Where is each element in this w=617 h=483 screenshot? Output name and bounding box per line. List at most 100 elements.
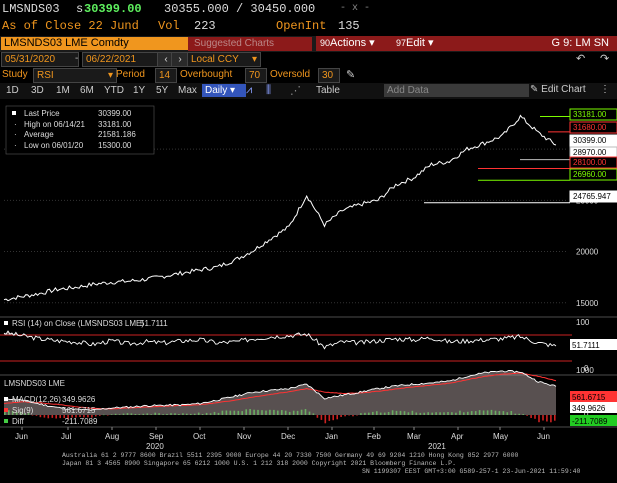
frequency-select[interactable]: Daily ▾ <box>202 84 246 97</box>
footer-line-1: Australia 61 2 9777 8600 Brazil 5511 239… <box>62 452 519 459</box>
histogram-bar <box>328 415 331 421</box>
x-tick-label: Jun <box>15 432 28 441</box>
x-tick-label: Mar <box>407 432 421 441</box>
tab-1d[interactable]: 1D <box>6 85 19 96</box>
oversold-input[interactable]: 30 <box>318 68 340 83</box>
footer: Australia 61 2 9777 8600 Brazil 5511 239… <box>0 452 617 483</box>
date-separator: - <box>75 53 79 64</box>
x-tick-label: Aug <box>105 432 119 441</box>
histogram-bar <box>91 415 93 418</box>
actions-label: Actions <box>330 37 367 49</box>
histogram-bar <box>530 415 532 418</box>
rsi-value-tag <box>570 339 617 350</box>
suggested-charts-label: Suggested Charts <box>194 38 275 49</box>
close-icon[interactable]: - x - <box>340 3 371 14</box>
x-tick-label: Oct <box>193 432 206 441</box>
price-tags: 33181.00 31680.00 30399.00 28970.0028100.00… <box>569 108 617 203</box>
legend-average-label: Average <box>24 130 54 139</box>
tab-ytd[interactable]: YTD <box>104 85 124 96</box>
security-field[interactable]: LMSNDS03 LME Comdty <box>1 37 190 50</box>
sig-value-tag-text: 561.6715 <box>572 393 606 402</box>
year-label: 2021 <box>428 442 446 451</box>
tab-3d[interactable]: 3D <box>31 85 44 96</box>
y-tick-label: 20000 <box>576 248 599 257</box>
start-date-input[interactable]: 05/31/2020 <box>1 52 79 67</box>
rsi-axis-0: 0 <box>584 364 589 373</box>
sig-swatch <box>4 408 8 412</box>
more-icon[interactable]: ⋮ <box>600 84 610 95</box>
table-button[interactable]: Table <box>316 85 340 96</box>
legend-last-price: 30399.00 <box>98 109 132 118</box>
last-price-swatch <box>12 111 16 115</box>
price-tag-label: 24765.947 <box>573 192 611 201</box>
macd-axis-1000: 1000 <box>576 366 594 375</box>
histogram-bar <box>67 415 69 420</box>
quote-header: LMSNDS03 s 30399.00 30355.000 / 30450.00… <box>0 0 617 17</box>
suggested-charts-button[interactable]: Suggested Charts <box>188 37 312 51</box>
price-tag-label: 33181.00 <box>573 110 607 119</box>
open-interest-label: OpenInt <box>276 19 327 33</box>
tab-max[interactable]: Max <box>178 85 197 96</box>
bar-chart-icon[interactable]: ⫼ <box>266 84 272 96</box>
macd-line <box>3 369 557 411</box>
histogram-bar <box>344 415 346 417</box>
macd-label: MACD(12,26) <box>12 395 61 404</box>
pencil-icon[interactable]: ✎ <box>346 69 356 81</box>
histogram-bar <box>336 415 338 420</box>
study-label: Study <box>2 69 28 80</box>
y-tick-label: 15000 <box>576 299 599 308</box>
legend-average: 21581.186 <box>98 130 136 139</box>
price-tag <box>569 121 617 134</box>
overbought-label: Overbought <box>180 69 233 80</box>
price-tag <box>569 190 617 203</box>
end-date-input[interactable]: 06/22/2021 <box>82 52 160 67</box>
chevron-down-icon: ▾ <box>107 70 113 81</box>
tab-1m[interactable]: 1M <box>56 85 70 96</box>
oversold-label: Oversold <box>270 69 311 80</box>
dot-icon: · <box>14 120 17 129</box>
function-code: G 9: LM SN <box>551 37 609 49</box>
histogram-bar <box>550 415 552 423</box>
price-tag <box>569 168 617 181</box>
sig-value: 561.6715 <box>62 406 96 415</box>
tab-1y[interactable]: 1Y <box>133 85 146 96</box>
price-tag-label: 30399.00 <box>573 136 607 145</box>
edit-chart-button[interactable]: ✎ Edit Chart <box>530 84 586 95</box>
macd-title: LMSNDS03 LME <box>4 379 65 388</box>
histogram-bar <box>542 415 544 421</box>
study-select[interactable]: RSI ▾ <box>33 68 117 83</box>
redo-icon[interactable]: ↷ <box>600 53 610 65</box>
x-tick-label: May <box>493 432 508 441</box>
histogram-bar <box>99 415 101 416</box>
tab-6m[interactable]: 6M <box>80 85 94 96</box>
ticker: LMSNDS03 <box>2 2 60 16</box>
signal-line <box>3 372 557 410</box>
x-tick-label: Feb <box>367 432 381 441</box>
tab-5y[interactable]: 5Y <box>156 85 169 96</box>
chart-canvas[interactable]: 15000200002500030000 33181.0031680.00303… <box>0 99 617 483</box>
chart-toolbar: 1D 3D 1M 6M YTD 1Y 5Y Max Daily ▾ ⩘ ⫼ ⋰ … <box>0 83 617 99</box>
period-input[interactable]: 14 <box>155 68 177 83</box>
currency-select[interactable]: Local CCY ▾ <box>187 52 261 67</box>
histogram-bar <box>546 415 548 422</box>
price-tag <box>569 156 617 169</box>
diff-label: Diff <box>12 417 25 426</box>
volume: 223 <box>194 19 216 33</box>
rsi-value-tag-text: 51.7111 <box>572 341 600 350</box>
overbought-input[interactable]: 70 <box>245 68 267 83</box>
actions-menu[interactable]: 90Actions ▾ <box>316 36 394 51</box>
x-tick-label: Apr <box>451 432 464 441</box>
line-chart-icon[interactable]: ⩘ <box>246 84 253 96</box>
diff-swatch <box>4 419 8 423</box>
price-tag-label: 31680.00 <box>573 123 607 132</box>
currency-value: Local CCY <box>191 54 239 65</box>
x-axis: Jun Jul Aug Sep Oct Nov Dec Jan Feb Mar Apr May Jun 2… <box>15 427 550 451</box>
chart-type-icon[interactable]: ⋰ <box>290 85 301 97</box>
add-data-input[interactable]: Add Data <box>384 84 529 97</box>
diff-value-tag-text: -211.7089 <box>572 417 608 426</box>
histogram-bar <box>356 415 358 416</box>
dot-icon: · <box>14 130 17 139</box>
macd-axis-0: 0 <box>584 410 589 419</box>
undo-icon[interactable]: ↶ <box>576 53 586 65</box>
edit-menu[interactable]: 97Edit ▾ <box>392 36 450 51</box>
